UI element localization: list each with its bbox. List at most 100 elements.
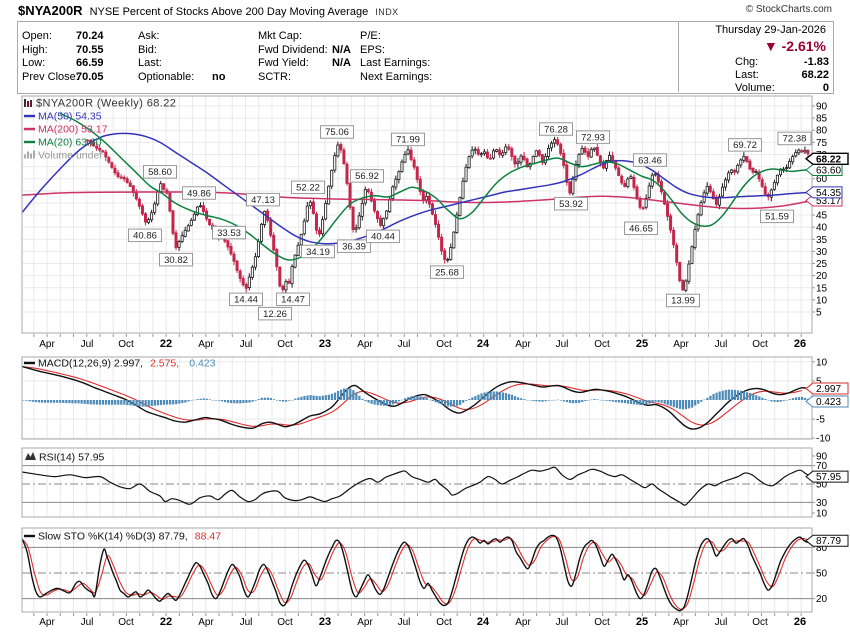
x-axis-label: 25 — [636, 338, 648, 350]
pivot-label-box — [430, 265, 464, 279]
x-axis-label: Jul — [81, 617, 94, 628]
pivot-label-value: 49.86 — [187, 188, 211, 199]
pivot-label-value: 40.86 — [133, 231, 157, 242]
x-axis-label: Apr — [198, 617, 214, 628]
main-axis-tick: 15 — [816, 283, 828, 294]
pivot-label-value: 69.72 — [733, 140, 757, 151]
pivot-label-value: 12.26 — [263, 309, 287, 320]
chg-row: Chg: -1.83 — [735, 56, 829, 68]
x-axis-label: Jul — [556, 617, 569, 628]
x-axis-label: Oct — [277, 617, 293, 628]
pivot-label-box — [576, 130, 610, 144]
pivot-label-box — [633, 153, 667, 167]
quote-date: Thursday 29-Jan-2026 — [715, 24, 826, 36]
x-axis-label: 24 — [477, 338, 490, 350]
x-axis-label: Jul — [398, 339, 411, 350]
x-axis-label: Apr — [198, 339, 214, 350]
axis-callout-value: 2.997 — [816, 384, 841, 395]
pivot-label-box — [291, 180, 325, 195]
axis-callout-value: 53.17 — [816, 196, 841, 207]
x-axis-label: Apr — [515, 617, 531, 628]
macd-legend: MACD(12,26,9) 2.997, 2.575, 0.423 — [24, 358, 216, 370]
panel-frames — [21, 95, 813, 616]
x-axis-label: Oct — [594, 339, 610, 350]
axis-callout-value: 57.95 — [816, 472, 841, 483]
quote-label: Open: — [22, 30, 52, 42]
chart-header: $NYA200R NYSE Percent of Stocks Above 20… — [18, 3, 399, 18]
symbol: $NYA200R — [18, 3, 83, 18]
pivot-label-value: 33.53 — [217, 228, 241, 239]
x-axis-label: 24 — [477, 616, 490, 628]
x-axis-label: 26 — [794, 338, 806, 350]
main-axis-tick: 30 — [816, 247, 828, 258]
pivot-label-box — [337, 239, 371, 253]
main-axis-tick: 40 — [816, 223, 828, 234]
quote-label: Next Earnings: — [360, 70, 433, 83]
ma50-line — [21, 132, 813, 245]
axis-callout-value: 63.60 — [816, 165, 841, 176]
rsi-axis-tick: 50 — [816, 480, 828, 491]
rsi-legend-text: RSI(14) 57.95 — [39, 452, 105, 464]
axis-callout — [805, 186, 843, 199]
x-axis-label: Jul — [556, 339, 569, 350]
macd-line — [21, 365, 813, 430]
quote-label: Fwd Yield: — [258, 57, 309, 69]
main-axis-tick: 20 — [816, 271, 828, 282]
quote-label: Mkt Cap: — [258, 30, 303, 42]
main-axis-tick: 85 — [816, 114, 828, 125]
pivot-label-box — [760, 209, 794, 224]
rsi-legend: RSI(14) 57.95 — [25, 452, 105, 464]
quote-value: 66.59 — [76, 57, 104, 69]
sto-d-line — [21, 536, 810, 610]
x-axis-label: 22 — [160, 616, 172, 628]
right-axis: 51015202530354045505560657075808590105-5… — [812, 102, 831, 605]
sto-legend-text: 88.47 — [195, 531, 221, 543]
percent-change: ▼ -2.61% — [763, 38, 826, 54]
macd-axis-tick: -5 — [816, 415, 825, 426]
x-axis-label: 23 — [319, 338, 331, 350]
quote-panel-divider — [678, 21, 679, 92]
main-axis-tick: 60 — [816, 174, 828, 185]
pivot-label-box — [366, 229, 400, 244]
pivot-label-value: 75.06 — [325, 127, 349, 138]
rsi-panel — [21, 466, 813, 506]
volume-bars-icon — [24, 150, 35, 159]
main-axis-tick: 45 — [816, 211, 828, 222]
x-axis-label: Apr — [39, 339, 55, 350]
pivot-label-value: 34.19 — [306, 247, 330, 258]
macd-legend-text: 2.575, — [150, 358, 179, 370]
sto-legend: Slow STO %K(14) %D(3) 87.79, 88.47 — [24, 531, 221, 543]
pivot-label-box — [539, 122, 573, 136]
macd-axis-tick: -10 — [816, 434, 831, 445]
main-axis-tick: 10 — [816, 295, 828, 306]
rsi-axis-tick: 30 — [816, 498, 828, 509]
pivot-label-box — [212, 225, 246, 240]
quote-label: Last: — [138, 57, 162, 69]
volume-row: Volume: 0 — [735, 82, 829, 94]
quote-label: P/E: — [360, 30, 381, 42]
legend-item: Volume undef — [38, 150, 102, 162]
ma20-line — [59, 112, 813, 261]
pivot-label-value: 52.22 — [296, 183, 320, 194]
main-axis-tick: 75 — [816, 138, 828, 149]
pivot-label-value: 56.92 — [355, 171, 379, 182]
pivot-label-box — [128, 228, 162, 243]
pivot-label-box — [276, 292, 310, 307]
x-axis-label: Oct — [118, 617, 134, 628]
x-axis-label: Jul — [398, 617, 411, 628]
pivot-label-box — [320, 125, 354, 139]
axis-callout-value: 68.22 — [816, 154, 841, 165]
quote-label: High: — [22, 43, 48, 56]
x-axis-label: Apr — [673, 339, 689, 350]
quote-value: 70.05 — [76, 70, 104, 83]
pivot-label-value: 25.68 — [435, 267, 459, 278]
mountain-icon — [25, 452, 36, 460]
pivot-label-box — [182, 186, 216, 200]
legend-item: MA(50) 54.35 — [38, 111, 102, 123]
macd-histogram — [22, 388, 810, 410]
sto-axis-tick: 80 — [816, 543, 828, 554]
rsi-line — [21, 466, 813, 506]
pivot-label-box — [391, 132, 425, 147]
